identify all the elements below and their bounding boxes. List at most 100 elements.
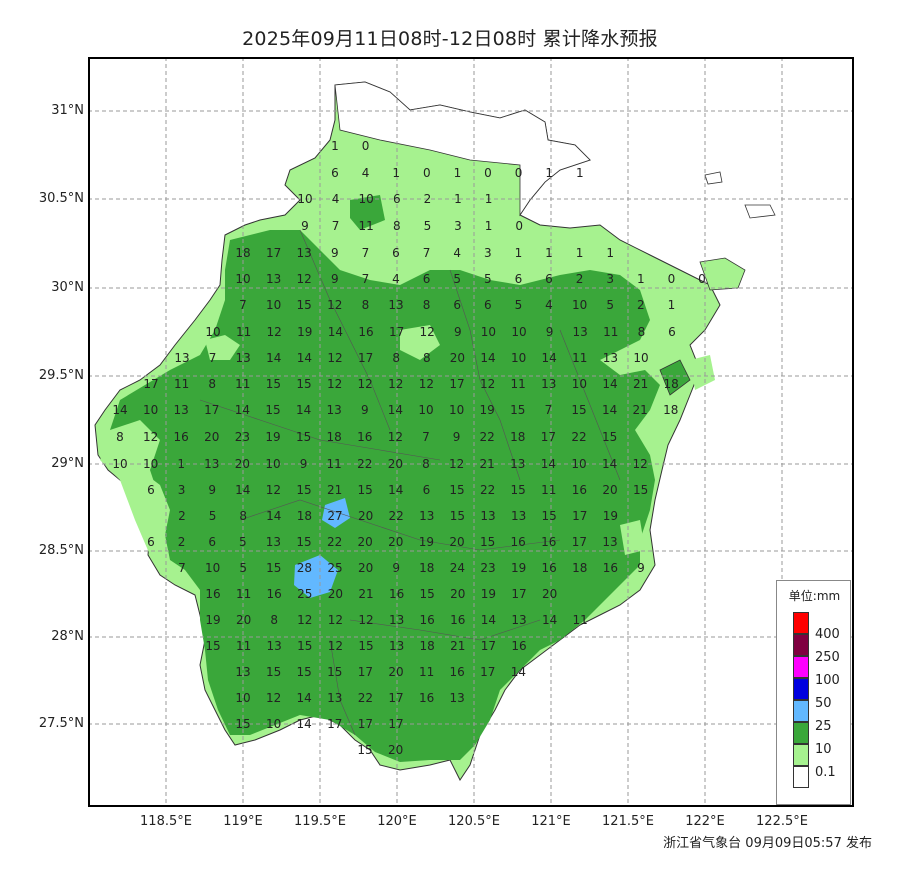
precip-value: 12: [419, 377, 434, 391]
precip-value: 18: [420, 639, 435, 653]
precip-value: 21: [450, 639, 465, 653]
precip-value: 14: [297, 351, 312, 365]
precip-value: 4: [362, 166, 370, 180]
outside-region: [334, 81, 591, 217]
precip-value: 14: [480, 351, 495, 365]
precip-value: 15: [633, 483, 648, 497]
rain-0-10-patch: [205, 335, 240, 360]
precip-value: 12: [328, 639, 343, 653]
precip-value: 12: [328, 613, 343, 627]
precip-value: 12: [327, 377, 342, 391]
rain-0-10-patch: [100, 420, 165, 555]
precip-value: 14: [602, 403, 617, 417]
precip-value: 17: [389, 325, 404, 339]
precip-value: 13: [174, 403, 189, 417]
legend: 单位:mm 400 250 100 50 25 10 0.1: [776, 580, 851, 805]
precip-value: 15: [357, 743, 372, 757]
precip-value: 20: [204, 430, 219, 444]
precip-value: 20: [602, 483, 617, 497]
precip-value: 15: [296, 430, 311, 444]
precip-value: 1: [392, 166, 400, 180]
graticule: [90, 59, 852, 805]
lat-tick: 27.5°N: [38, 716, 84, 731]
precip-value: 20: [388, 535, 403, 549]
precip-value: 22: [571, 430, 586, 444]
precip-value: 16: [572, 483, 587, 497]
precip-value: 8: [423, 298, 431, 312]
precip-value: 4: [545, 298, 553, 312]
precip-value: 10: [449, 403, 464, 417]
precip-value: 11: [236, 587, 251, 601]
precip-value: 1: [545, 166, 553, 180]
precip-value: 10: [481, 325, 496, 339]
precip-value: 19: [265, 430, 280, 444]
precip-value: 12: [297, 272, 312, 286]
precip-value: 20: [388, 743, 403, 757]
precip-value: 8: [116, 430, 124, 444]
precip-value: 6: [484, 298, 492, 312]
precip-value: 22: [357, 457, 372, 471]
precip-value: 7: [362, 246, 370, 260]
precip-value: 13: [236, 351, 251, 365]
precip-value: 15: [571, 403, 586, 417]
precip-value: 1: [637, 272, 645, 286]
precip-value: 14: [541, 457, 556, 471]
precip-value: 19: [603, 509, 618, 523]
precip-value: 12: [267, 325, 282, 339]
precip-value: 8: [208, 377, 216, 391]
precip-value: 15: [296, 377, 311, 391]
precip-value: 14: [511, 665, 526, 679]
precip-value: 13: [419, 509, 434, 523]
precip-value: 7: [545, 403, 553, 417]
precip-value: 10: [633, 351, 648, 365]
precip-value: 8: [393, 219, 401, 233]
precip-value: 22: [389, 509, 404, 523]
precip-value: 15: [296, 483, 311, 497]
precip-value: 17: [327, 717, 342, 731]
lon-tick: 120°E: [377, 814, 417, 829]
precip-value: 15: [297, 665, 312, 679]
precip-value: 14: [388, 403, 403, 417]
precip-value: 19: [419, 535, 434, 549]
precip-value: 13: [267, 639, 282, 653]
precip-value: 21: [633, 403, 648, 417]
precip-value: 9: [331, 246, 339, 260]
precip-value: 13: [297, 246, 312, 260]
precip-value: 9: [454, 325, 462, 339]
legend-swatch: [793, 700, 809, 722]
legend-label: 0.1: [815, 765, 836, 780]
precip-value: 18: [297, 509, 312, 523]
precip-value: 17: [511, 587, 526, 601]
rain-0-10-patch: [620, 520, 645, 555]
lon-tick: 119.5°E: [294, 814, 346, 829]
precip-value: 2: [637, 298, 645, 312]
precip-value: 21: [327, 483, 342, 497]
precip-value: 16: [267, 587, 282, 601]
precip-value: 0: [515, 166, 523, 180]
precip-value: 9: [300, 457, 308, 471]
precip-value: 0: [423, 166, 431, 180]
precip-value: 17: [388, 717, 403, 731]
precip-value: 11: [511, 377, 526, 391]
precip-value: 17: [358, 717, 373, 731]
map-title: 2025年09月11日08时-12日08时 累计降水预报: [242, 28, 658, 50]
precip-value: 12: [266, 483, 281, 497]
precip-value: 11: [236, 325, 251, 339]
precip-value: 8: [638, 325, 646, 339]
precip-value: 19: [205, 613, 220, 627]
precip-value: 14: [266, 509, 281, 523]
precip-value: 4: [392, 272, 400, 286]
precip-value: 14: [542, 351, 557, 365]
precip-value: 17: [388, 691, 403, 705]
precip-value: 21: [480, 457, 495, 471]
precip-value: 15: [420, 587, 435, 601]
precip-value: 0: [515, 219, 523, 233]
precip-value: 14: [388, 483, 403, 497]
precip-value: 22: [480, 483, 495, 497]
island: [659, 359, 691, 396]
precip-value: 27: [327, 509, 342, 523]
precip-value: 6: [453, 298, 461, 312]
precip-value: 13: [511, 613, 526, 627]
precip-value: 17: [481, 639, 496, 653]
precip-value: 13: [174, 351, 189, 365]
